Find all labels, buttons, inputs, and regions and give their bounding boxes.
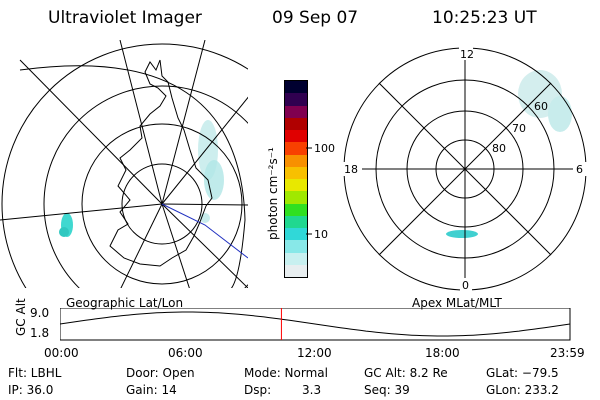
colorbar-segment [285,215,307,228]
colorbar-tick-10: 10 [314,228,328,241]
gc-alt-info: GC Alt: 8.2 Re [364,366,448,380]
glat-info: GLat: −79.5 [486,366,559,380]
colorbar-ticks: 100 10 [306,142,335,241]
colorbar-segment [285,191,307,204]
mlt-label-0: 0 [462,279,469,292]
globe-limb [19,65,246,288]
colorbar-segment [285,117,307,130]
colorbar-segment [285,130,307,143]
mlat-label-80: 80 [492,142,506,155]
geographic-panel-label: Geographic Lat/Lon [66,296,184,310]
mlat-label-70: 70 [512,122,526,135]
mode-info: Mode: Normal [244,366,328,380]
colorbar-segment [285,105,307,118]
time-label: 10:25:23 UT [432,8,537,28]
date-label: 09 Sep 07 [272,8,359,28]
mlat-label-60: 60 [534,100,548,113]
mlt-label-18: 18 [344,163,358,176]
instrument-title: Ultraviolet Imager [48,8,202,28]
colorbar-segment [285,252,307,265]
door-info: Door: Open [126,366,195,380]
altitude-curve [60,311,571,337]
orbit-altitude-timeline[interactable] [60,308,574,342]
terminator-line [161,203,248,259]
colorbar-segment [285,93,307,106]
glon-info: GLon: 233.2 [486,383,559,397]
gain-info: Gain: 14 [126,383,177,397]
mlt-meridians [344,48,586,290]
seq-info: Seq: 39 [364,383,410,397]
colorbar-segment [285,240,307,253]
colorbar [284,80,308,278]
dsp-label: Dsp: [244,383,272,397]
dsp-value: 3.3 [302,383,322,397]
colorbar-segment [285,81,307,94]
magnetic-panel-label: Apex MLat/MLT [412,296,502,310]
timeline-xtick-2: 12:00 [297,346,332,360]
colorbar-segment [285,154,307,167]
timeline-xtick-1: 06:00 [168,346,203,360]
timeline-ytick-low: 1.8 [30,326,50,340]
colorbar-segment [285,166,307,179]
colorbar-tick-100: 100 [314,142,335,155]
geographic-meridians [0,40,248,288]
mlt-label-6: 6 [576,163,583,176]
colorbar-segment [285,203,307,216]
colorbar-segment [285,142,307,155]
magnetic-polar-panel: 12 0 18 6 60 70 80 [342,46,587,292]
colorbar-segment [285,179,307,192]
ip-info: IP: 36.0 [8,383,54,397]
colorbar-segment [285,264,307,277]
colorbar-segment [285,228,307,241]
antarctica-coastline [109,59,213,267]
timeline-axis-label: GC Alt [14,298,28,336]
timeline-xtick-0: 00:00 [44,346,79,360]
colorbar-unit-label: photon cm⁻²s⁻¹ [266,147,280,240]
timeline-xtick-4: 23:59 [550,346,585,360]
filter-info: Flt: LBHL [8,366,62,380]
mlt-label-12: 12 [460,48,474,61]
timeline-xtick-3: 18:00 [425,346,460,360]
timeline-ytick-high: 9.0 [30,306,50,320]
geographic-map-panel [0,40,248,288]
